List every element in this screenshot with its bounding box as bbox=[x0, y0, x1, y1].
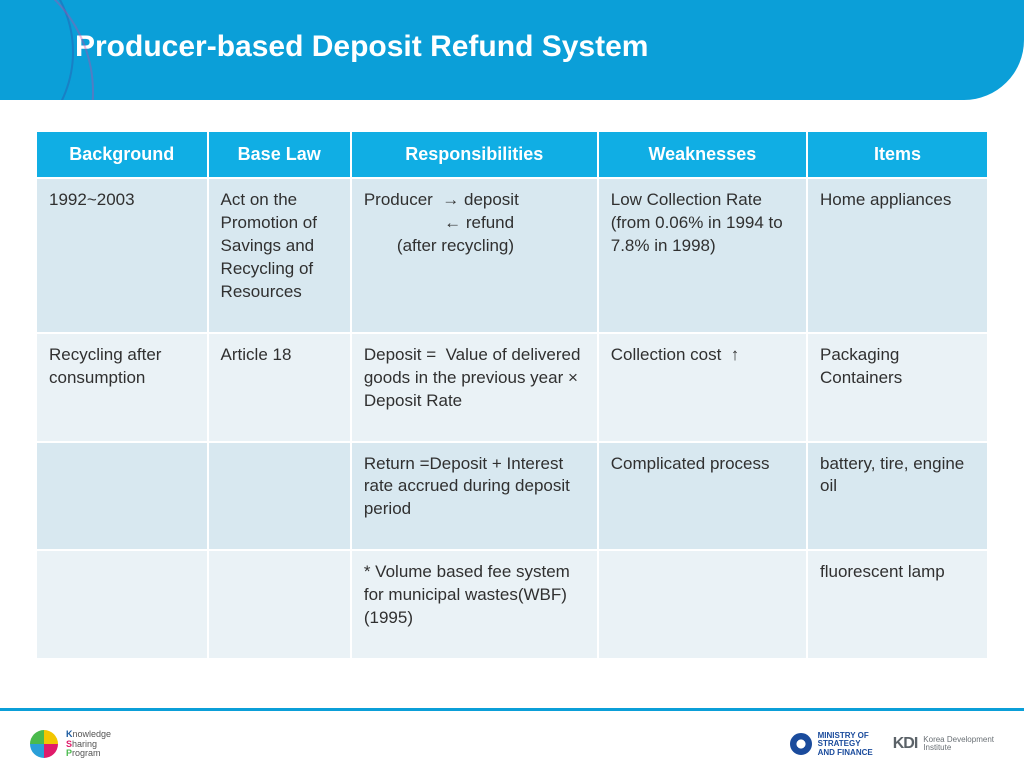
table-cell bbox=[37, 443, 207, 550]
table-header-cell: Background bbox=[37, 132, 207, 177]
table-row: * Volume based fee system for municipal … bbox=[37, 551, 987, 658]
table-cell: Low Collection Rate (from 0.06% in 1994 … bbox=[599, 179, 806, 332]
mosf-logo: MINISTRY OF STRATEGY AND FINANCE bbox=[790, 732, 873, 757]
table-cell: Act on the Promotion of Savings and Recy… bbox=[209, 179, 350, 332]
deposit-refund-table: BackgroundBase LawResponsibilitiesWeakne… bbox=[35, 130, 989, 660]
table-cell: fluorescent lamp bbox=[808, 551, 987, 658]
table-header-cell: Responsibilities bbox=[352, 132, 597, 177]
table-header-cell: Base Law bbox=[209, 132, 350, 177]
ksp-logo-block: Knowledge Sharing Program bbox=[30, 730, 111, 760]
table-cell: * Volume based fee system for municipal … bbox=[352, 551, 597, 658]
ksp-line-0: nowledge bbox=[73, 729, 112, 739]
ksp-line-1: haring bbox=[72, 739, 97, 749]
table-cell: Recycling after consumption bbox=[37, 334, 207, 441]
slide-header: Producer-based Deposit Refund System bbox=[0, 0, 1024, 100]
kdi-main-text: KDI bbox=[893, 735, 918, 753]
content-area: BackgroundBase LawResponsibilitiesWeakne… bbox=[0, 100, 1024, 660]
table-cell: Collection cost ↑ bbox=[599, 334, 806, 441]
table-head: BackgroundBase LawResponsibilitiesWeakne… bbox=[37, 132, 987, 177]
table-header-row: BackgroundBase LawResponsibilitiesWeakne… bbox=[37, 132, 987, 177]
table-cell: Deposit = Value of delivered goods in th… bbox=[352, 334, 597, 441]
page-title: Producer-based Deposit Refund System bbox=[75, 30, 1024, 64]
table-cell: Producer → deposit ← refund (after recyc… bbox=[352, 179, 597, 332]
slide-footer: Knowledge Sharing Program MINISTRY OF ST… bbox=[0, 708, 1024, 768]
kdi-logo: KDI Korea Development Institute bbox=[893, 735, 994, 753]
table-cell: 1992~2003 bbox=[37, 179, 207, 332]
table-row: Return =Deposit + Interest rate accrued … bbox=[37, 443, 987, 550]
table-cell bbox=[37, 551, 207, 658]
table-cell: Return =Deposit + Interest rate accrued … bbox=[352, 443, 597, 550]
ksp-logo-text: Knowledge Sharing Program bbox=[66, 730, 111, 760]
mosf-text: MINISTRY OF STRATEGY AND FINANCE bbox=[818, 732, 873, 757]
kdi-sub-text: Korea Development Institute bbox=[923, 736, 994, 753]
mosf-badge-icon bbox=[790, 733, 812, 755]
table-cell: Packaging Containers bbox=[808, 334, 987, 441]
right-logos: MINISTRY OF STRATEGY AND FINANCE KDI Kor… bbox=[790, 732, 994, 757]
ksp-line-2: rogram bbox=[72, 748, 101, 758]
table-cell: battery, tire, engine oil bbox=[808, 443, 987, 550]
table-cell: Complicated process bbox=[599, 443, 806, 550]
table-header-cell: Weaknesses bbox=[599, 132, 806, 177]
table-body: 1992~2003Act on the Promotion of Savings… bbox=[37, 179, 987, 658]
ksp-logo-icon bbox=[30, 730, 58, 758]
table-cell bbox=[209, 551, 350, 658]
table-cell: Home appliances bbox=[808, 179, 987, 332]
table-cell: Article 18 bbox=[209, 334, 350, 441]
table-row: Recycling after consumptionArticle 18Dep… bbox=[37, 334, 987, 441]
table-row: 1992~2003Act on the Promotion of Savings… bbox=[37, 179, 987, 332]
table-header-cell: Items bbox=[808, 132, 987, 177]
table-cell bbox=[599, 551, 806, 658]
table-cell bbox=[209, 443, 350, 550]
